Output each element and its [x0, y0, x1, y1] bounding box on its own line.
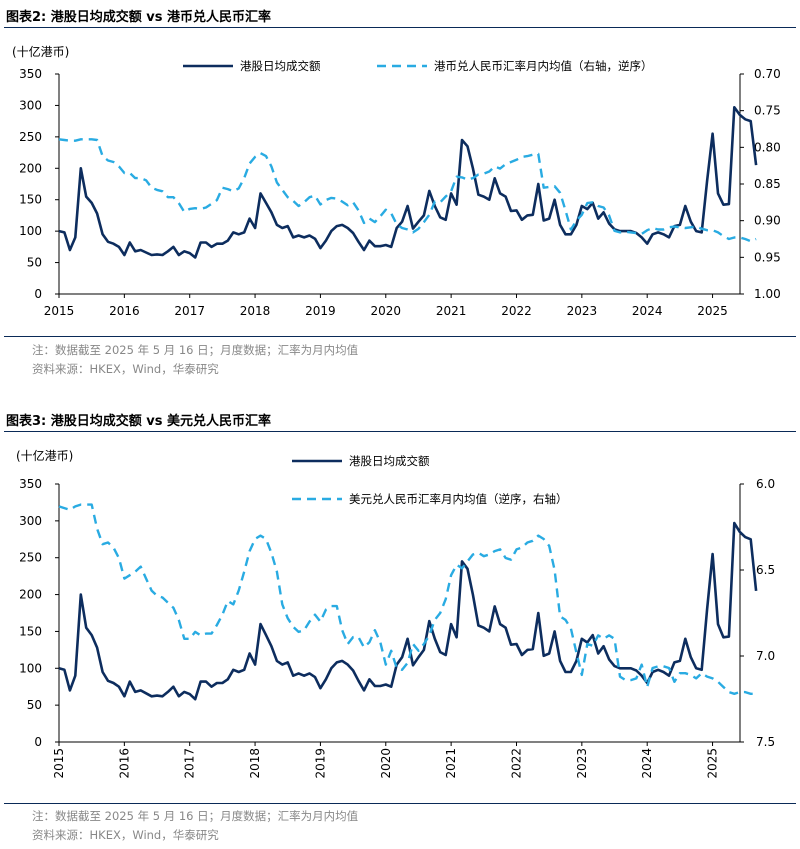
- x-tick-label: 2017: [174, 304, 205, 318]
- y-left-tick-label: 100: [19, 661, 42, 675]
- x-tick-label: 2016: [117, 748, 131, 779]
- y-right-tick-label: 1.00: [754, 287, 781, 301]
- y-right-tick-label: 0.75: [754, 104, 781, 118]
- y-right-tick-label: 0.80: [754, 140, 781, 154]
- x-tick-label: 2019: [305, 304, 336, 318]
- x-tick-label: 2024: [632, 304, 663, 318]
- x-tick-label: 2023: [575, 748, 589, 779]
- figure-3-bottom-rule: [4, 803, 796, 804]
- y-left-tick-label: 0: [34, 735, 42, 749]
- chart-hkd-cny: (十亿港币) 0 50 100 150 200 250 300 350 0.70 0.75 0.80 0…: [12, 44, 781, 318]
- y-left-tick-label: 200: [19, 588, 42, 602]
- figure-2-source: 资料来源：HKEX，Wind，华泰研究: [32, 362, 219, 376]
- y-left-tick-label: 300: [19, 98, 42, 112]
- x-tick-label: 2016: [109, 304, 140, 318]
- figure-2-title: 图表2: 港股日均成交额 vs 港币兑人民币汇率: [6, 10, 272, 25]
- figure-2-bottom-rule: [4, 336, 796, 337]
- x-tick-label: 2022: [509, 748, 523, 779]
- figure-3-title: 图表3: 港股日均成交额 vs 美元兑人民币汇率: [6, 414, 272, 429]
- figure-2-note: 注：数据截至 2025 年 5 月 16 日；月度数据；汇率为月内均值: [32, 343, 359, 357]
- legend-label-hk-turnover: 港股日均成交额: [349, 454, 430, 468]
- y-right-tick-label: 0.95: [754, 250, 781, 264]
- y-right-tick-label: 0.90: [754, 214, 781, 228]
- x-tick-label: 2020: [371, 304, 402, 318]
- figure-3-source: 资料来源：HKEX，Wind，华泰研究: [32, 828, 219, 842]
- y-left-tick-label: 0: [34, 287, 42, 301]
- y-right-tick-label: 7.5: [756, 735, 775, 749]
- figure-3-top-rule: [4, 431, 796, 432]
- y-right-tick-label: 6.0: [756, 477, 775, 491]
- y-axis-unit-label: (十亿港币): [16, 448, 73, 463]
- x-tick-label: 2018: [248, 748, 262, 779]
- x-tick-label: 2021: [444, 748, 458, 779]
- series-line-fx-rate: [58, 503, 757, 695]
- y-axis-unit-label: (十亿港币): [12, 44, 69, 59]
- x-tick-label: 2021: [436, 304, 467, 318]
- x-tick-label: 2023: [567, 304, 598, 318]
- y-left-tick-label: 150: [19, 624, 42, 638]
- x-tick-label: 2018: [240, 304, 271, 318]
- x-tick-label: 2025: [697, 304, 728, 318]
- legend-label-fx-rate: 港币兑人民币汇率月内均值（右轴，逆序）: [434, 59, 653, 73]
- y-left-tick-label: 350: [19, 477, 42, 491]
- x-tick-label: 2019: [313, 748, 327, 779]
- x-tick-label: 2020: [379, 748, 393, 779]
- x-tick-label: 2015: [52, 748, 66, 779]
- chart-usd-cny: (十亿港币) 0 50 100 150 200 250 300 350 6.0 6.5 7.0 7.5 2…: [16, 448, 775, 779]
- series-line-hk-turnover: [58, 106, 758, 259]
- y-right-tick-label: 0.85: [754, 177, 781, 191]
- y-left-tick-label: 300: [19, 514, 42, 528]
- y-left-tick-label: 200: [19, 161, 42, 175]
- y-left-tick-label: 350: [19, 67, 42, 81]
- y-left-tick-label: 250: [19, 130, 42, 144]
- series-line-hk-turnover: [58, 521, 758, 701]
- y-right-tick-label: 7.0: [756, 649, 775, 663]
- x-tick-label: 2025: [706, 748, 720, 779]
- y-left-tick-label: 250: [19, 551, 42, 565]
- x-tick-label: 2017: [183, 748, 197, 779]
- x-tick-label: 2022: [501, 304, 532, 318]
- legend-label-fx-rate: 美元兑人民币汇率月内均值（逆序，右轴）: [349, 492, 568, 506]
- x-tick-label: 2024: [640, 748, 654, 779]
- legend-label-hk-turnover: 港股日均成交额: [240, 59, 321, 73]
- series-line-fx-rate: [58, 138, 757, 243]
- y-left-tick-label: 100: [19, 224, 42, 238]
- figure-3-note: 注：数据截至 2025 年 5 月 16 日；月度数据；汇率为月内均值: [32, 809, 359, 823]
- y-right-tick-label: 6.5: [756, 563, 775, 577]
- figure-2-top-rule: [4, 27, 796, 28]
- y-left-tick-label: 150: [19, 193, 42, 207]
- x-tick-label: 2015: [44, 304, 75, 318]
- y-left-tick-label: 50: [27, 256, 42, 270]
- y-right-tick-label: 0.70: [754, 67, 781, 81]
- y-left-tick-label: 50: [27, 698, 42, 712]
